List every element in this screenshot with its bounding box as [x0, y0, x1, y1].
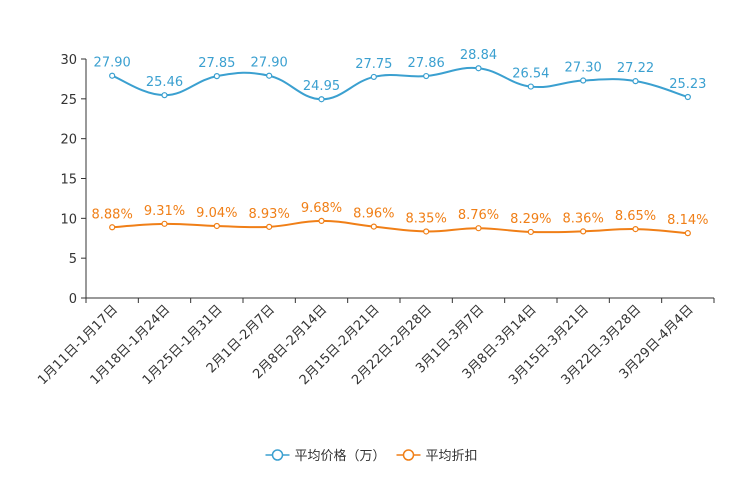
data-label: 27.22 [617, 61, 654, 76]
legend-item-1[interactable]: 平均折扣 [396, 449, 478, 464]
data-label: 27.75 [355, 57, 392, 72]
legend-item-0[interactable]: 平均价格（万） [265, 448, 386, 464]
data-label: 25.46 [146, 75, 183, 90]
data-point[interactable] [318, 217, 325, 224]
data-label: 9.68% [301, 201, 342, 216]
series-points [109, 65, 691, 237]
data-point[interactable] [632, 225, 639, 233]
data-point[interactable] [527, 83, 534, 90]
series-line-1 [112, 219, 688, 235]
data-label: 8.96% [353, 207, 394, 222]
y-tick-label: 15 [60, 173, 77, 188]
data-label: 9.31% [144, 204, 185, 219]
data-point[interactable] [423, 228, 430, 235]
y-tick-label: 20 [60, 133, 77, 148]
legend-label: 平均折扣 [426, 449, 478, 464]
data-point[interactable] [161, 92, 168, 99]
data-point[interactable] [684, 230, 691, 237]
data-point[interactable] [161, 220, 168, 227]
data-label: 25.23 [669, 77, 706, 92]
data-point[interactable] [109, 72, 116, 79]
data-point[interactable] [632, 78, 639, 85]
y-tick-label: 30 [60, 53, 77, 68]
legend-marker-icon [271, 449, 284, 461]
data-label: 8.93% [249, 207, 290, 222]
data-point[interactable] [370, 73, 377, 81]
y-tick-label: 25 [60, 93, 77, 108]
data-label: 27.85 [198, 56, 235, 71]
data-label: 9.04% [196, 206, 237, 221]
series-line-0 [111, 66, 689, 101]
data-point[interactable] [318, 96, 325, 103]
data-label: 8.36% [563, 211, 604, 226]
data-label: 28.84 [460, 48, 497, 63]
data-point[interactable] [213, 73, 220, 80]
data-label: 8.65% [615, 209, 656, 224]
data-point[interactable] [266, 72, 273, 79]
series-lines [111, 66, 689, 235]
data-label: 8.14% [667, 213, 708, 228]
y-tick-label: 0 [69, 292, 77, 307]
data-point[interactable] [580, 77, 587, 84]
data-label: 8.76% [458, 208, 499, 223]
data-point[interactable] [266, 223, 273, 230]
data-point[interactable] [370, 223, 377, 230]
data-label: 8.88% [92, 207, 133, 222]
legend-marker-icon [402, 449, 415, 461]
data-label: 27.86 [408, 56, 445, 71]
data-point[interactable] [109, 224, 116, 231]
data-point[interactable] [475, 225, 482, 232]
legend[interactable]: 平均价格（万） 平均折扣 [265, 448, 478, 464]
data-point[interactable] [527, 228, 534, 236]
legend-label: 平均价格（万） [295, 448, 386, 464]
y-tick-label: 5 [69, 252, 77, 267]
data-label: 26.54 [512, 67, 549, 82]
data-label: 27.30 [565, 61, 602, 76]
data-label: 24.95 [303, 79, 340, 94]
data-point[interactable] [213, 222, 220, 230]
data-point[interactable] [684, 93, 691, 101]
data-point[interactable] [423, 72, 430, 80]
data-label: 8.35% [406, 211, 447, 226]
data-labels: 27.90 25.46 27.85 27.90 24.95 27.75 27.86 28.84… [92, 48, 709, 228]
data-point[interactable] [580, 228, 587, 235]
data-label: 27.90 [251, 56, 288, 71]
data-label: 8.29% [510, 212, 551, 227]
data-label: 27.90 [94, 56, 131, 71]
data-point[interactable] [475, 65, 482, 72]
y-tick-label: 10 [60, 212, 77, 227]
